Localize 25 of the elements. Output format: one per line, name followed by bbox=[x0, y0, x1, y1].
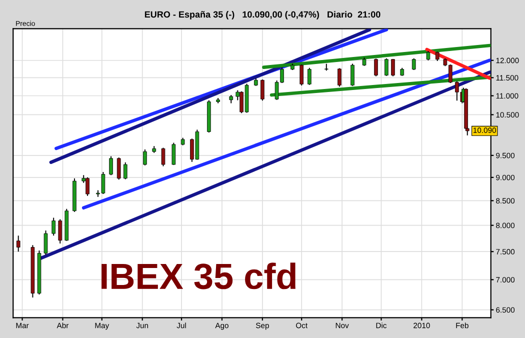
candlestick bbox=[260, 78, 264, 102]
candlestick bbox=[143, 148, 147, 166]
candlestick bbox=[109, 156, 113, 176]
candlestick bbox=[300, 64, 304, 86]
candlestick bbox=[338, 68, 342, 88]
candlestick bbox=[374, 58, 378, 77]
candlestick bbox=[350, 63, 354, 86]
annotation: IBEX 35 cfd bbox=[102, 262, 296, 290]
candlestick bbox=[455, 80, 459, 102]
candlestick bbox=[16, 235, 20, 252]
candlestick bbox=[384, 58, 388, 76]
candlestick bbox=[161, 147, 166, 167]
chart-title: EURO - España 35 (-) 10.090,00 (-0,47%) Diario 21:00 bbox=[144, 11, 380, 20]
candlestick bbox=[412, 58, 416, 70]
candlestick bbox=[308, 67, 312, 86]
candlestick bbox=[44, 230, 48, 256]
candlestick bbox=[58, 218, 62, 244]
candlestick bbox=[172, 142, 176, 166]
candlestick bbox=[86, 176, 90, 196]
candlestick bbox=[52, 217, 56, 236]
candlestick bbox=[435, 51, 440, 62]
candlestick bbox=[116, 157, 121, 180]
candlestick bbox=[391, 58, 395, 77]
candlestick bbox=[123, 162, 128, 180]
candlestick bbox=[426, 50, 430, 61]
